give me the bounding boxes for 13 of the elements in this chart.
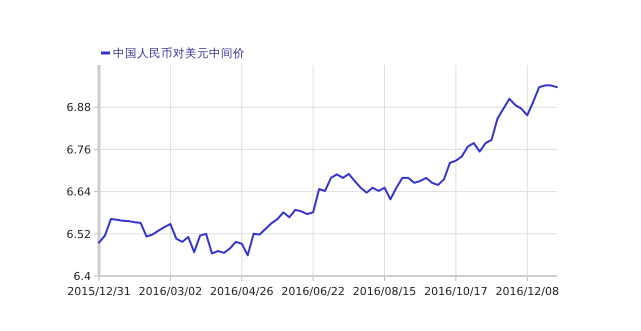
x-tick-label: 2016/08/15 (352, 285, 416, 298)
y-tick-label: 6.76 (66, 143, 91, 156)
y-tick-label: 6.4 (74, 270, 91, 283)
x-tick-label: 2016/04/26 (210, 285, 274, 298)
y-tick-label: 6.52 (66, 228, 91, 241)
x-tick-label: 2016/12/08 (496, 285, 559, 298)
y-tick-label: 6.88 (66, 101, 91, 114)
x-tick-label: 2016/06/22 (281, 285, 345, 298)
legend: 中国人民币对美元中间价 (101, 46, 245, 60)
x-tick-label: 2015/12/31 (67, 285, 131, 298)
y-tick-label: 6.64 (66, 186, 91, 199)
x-tick-label: 2016/03/02 (138, 285, 202, 298)
x-tick-label: 2016/10/17 (424, 285, 488, 298)
